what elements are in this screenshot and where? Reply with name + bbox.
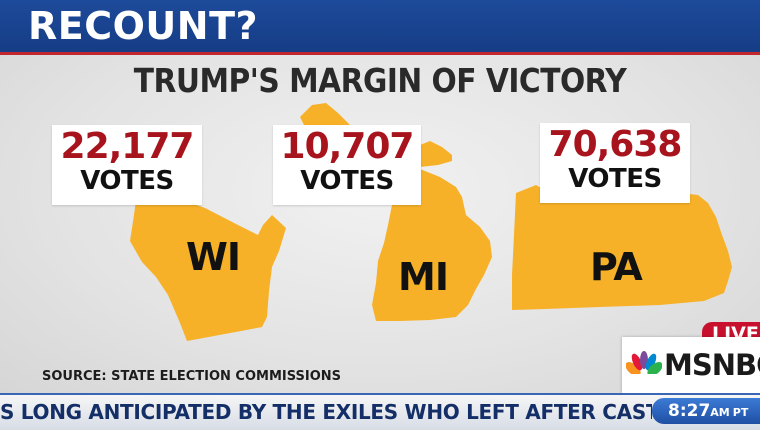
network-name: MSNBC [664,348,760,382]
margin-graphic: TRUMP'S MARGIN OF VICTORY WI MI PA 22,17… [0,55,760,393]
vote-count-mi: 10,707 [280,126,415,167]
vote-count-pa: 70,638 [548,124,683,165]
vote-unit-wi: VOTES [80,166,174,196]
time-badge: 8:27AM PT [652,398,760,424]
vote-count-wi: 22,177 [60,126,195,167]
state-label-pa: PA [590,245,643,289]
top-banner: RECOUNT? [0,0,760,55]
vote-unit-mi: VOTES [300,166,394,196]
banner-title: RECOUNT? [28,4,259,48]
vote-box-wi: 22,177 VOTES [52,125,202,205]
network-logo: MSNBC [622,337,760,393]
vote-box-pa: 70,638 VOTES [540,123,690,203]
graphic-headline: TRUMP'S MARGIN OF VICTORY [133,61,627,100]
peacock-icon [626,351,662,380]
clock-ampm: AM [710,406,730,419]
pennsylvania-shape [512,185,732,310]
state-label-mi: MI [398,255,449,299]
clock-time: 8:27 [668,401,711,421]
wisconsin-shape [130,200,286,341]
ticker-text: S LONG ANTICIPATED BY THE EXILES WHO LEF… [0,400,652,424]
state-label-wi: WI [186,235,241,279]
michigan-lower-shape [372,167,492,321]
clock-timezone: PT [732,406,749,419]
source-note: SOURCE: STATE ELECTION COMMISSIONS [42,369,341,384]
news-ticker: S LONG ANTICIPATED BY THE EXILES WHO LEF… [0,393,760,430]
state-map [130,103,732,341]
vote-unit-pa: VOTES [568,164,662,194]
vote-box-mi: 10,707 VOTES [273,125,421,205]
